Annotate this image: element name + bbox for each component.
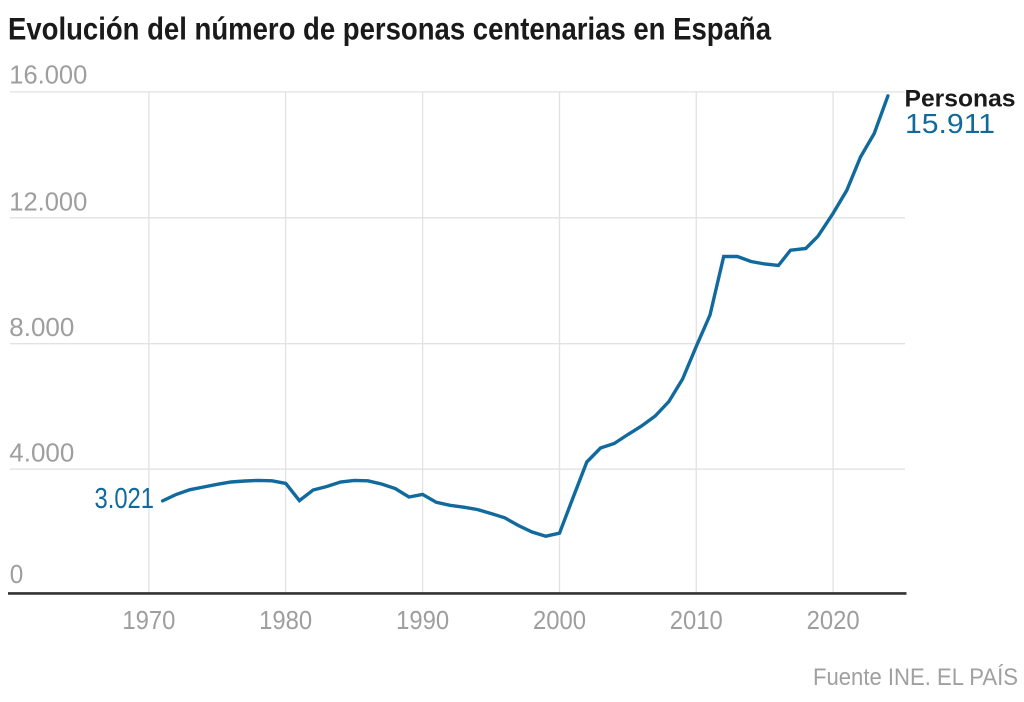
- svg-text:Personas: Personas: [905, 85, 1016, 112]
- svg-text:8.000: 8.000: [9, 312, 74, 342]
- svg-text:1990: 1990: [396, 605, 449, 635]
- svg-text:2020: 2020: [807, 605, 860, 635]
- svg-text:Fuente INE. EL PAÍS: Fuente INE. EL PAÍS: [813, 664, 1018, 691]
- svg-text:Evolución del número de person: Evolución del número de personas centena…: [8, 10, 771, 46]
- svg-text:1970: 1970: [122, 605, 175, 635]
- svg-text:1980: 1980: [259, 605, 312, 635]
- svg-text:12.000: 12.000: [9, 186, 87, 216]
- svg-text:4.000: 4.000: [9, 437, 74, 467]
- svg-text:16.000: 16.000: [9, 59, 87, 89]
- svg-text:0: 0: [10, 559, 23, 589]
- svg-text:3.021: 3.021: [95, 483, 155, 515]
- svg-text:2000: 2000: [533, 605, 586, 635]
- svg-text:2010: 2010: [670, 605, 723, 635]
- svg-text:15.911: 15.911: [905, 108, 995, 139]
